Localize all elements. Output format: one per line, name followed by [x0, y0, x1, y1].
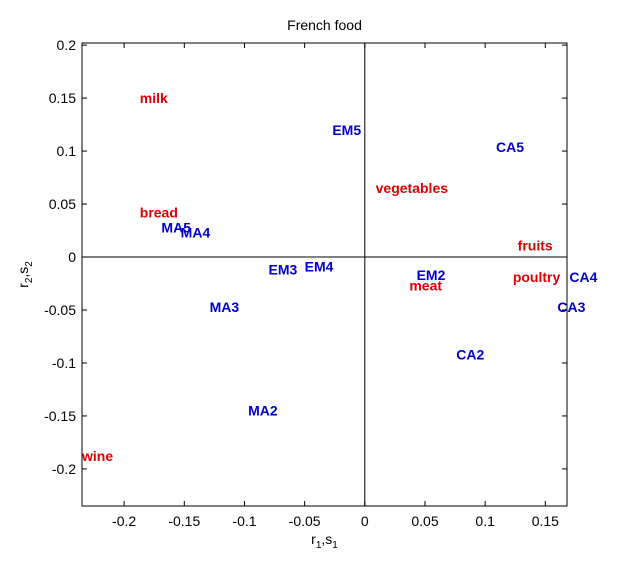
point-label-em4: EM4	[305, 259, 334, 275]
point-label-em3: EM3	[269, 262, 298, 278]
point-label-wine: wine	[81, 448, 113, 464]
x-tick-label: -0.15	[168, 513, 200, 529]
y-tick-label: -0.15	[44, 408, 76, 424]
x-axis-title-s-sub: 1	[332, 540, 338, 551]
point-label-milk: milk	[140, 90, 168, 106]
point-label-bread: bread	[140, 205, 178, 221]
y-axis-title: r2,s2	[15, 261, 35, 288]
point-label-em2: EM2	[417, 267, 446, 283]
point-labels: milk vegetables bread fruits poultry meat wine…	[81, 90, 598, 464]
x-tick-label: -0.1	[232, 513, 256, 529]
x-axis: -0.2 -0.15 -0.1 -0.05 0 0.05 0.1 0.15	[112, 43, 559, 529]
y-tick-label: 0	[68, 249, 76, 265]
chart-title: French food	[287, 17, 362, 33]
x-axis-title: r1,s1	[311, 531, 338, 551]
point-label-vegetables: vegetables	[376, 180, 449, 196]
point-label-ma4: MA4	[181, 225, 211, 241]
point-label-ma2: MA2	[248, 403, 278, 419]
x-tick-label: 0.05	[411, 513, 438, 529]
point-label-fruits: fruits	[518, 237, 553, 253]
x-axis-title-sep: ,	[321, 531, 325, 547]
point-label-ma5: MA5	[161, 219, 191, 235]
x-tick-label: -0.2	[112, 513, 136, 529]
x-axis-title-s: s	[325, 531, 332, 547]
point-label-ca3: CA3	[557, 299, 585, 315]
x-tick-label: 0.1	[475, 513, 495, 529]
y-axis: 0.2 0.15 0.1 0.05 0 -0.05 -0.1 -0.15 -0.2	[44, 37, 567, 477]
x-axis-title-r-sub: 1	[316, 540, 322, 551]
y-tick-label: -0.1	[52, 355, 76, 371]
point-label-ma3: MA3	[210, 299, 240, 315]
point-label-em5: EM5	[332, 122, 361, 138]
x-tick-label: -0.05	[289, 513, 321, 529]
y-axis-title-r: r	[15, 283, 31, 288]
point-label-ca2: CA2	[456, 346, 484, 362]
y-axis-title-s: s	[15, 267, 31, 274]
y-tick-label: -0.05	[44, 302, 76, 318]
y-tick-label: 0.05	[49, 196, 76, 212]
reference-lines	[82, 43, 567, 506]
y-axis-title-s-sub: 2	[24, 261, 35, 267]
y-tick-label: 0.15	[49, 90, 76, 106]
x-tick-label: 0.15	[532, 513, 559, 529]
x-tick-label: 0	[361, 513, 369, 529]
y-axis-title-r-sub: 2	[24, 277, 35, 283]
point-label-poultry: poultry	[513, 269, 561, 285]
y-tick-label: -0.2	[52, 461, 76, 477]
x-axis-title-r: r	[311, 531, 316, 547]
plot-area	[81, 42, 568, 507]
point-label-ca4: CA4	[569, 269, 597, 285]
point-label-meat: meat	[409, 278, 442, 294]
y-axis-title-sep: ,	[15, 274, 31, 278]
y-tick-label: 0.2	[57, 37, 77, 53]
point-label-ca5: CA5	[496, 139, 524, 155]
y-tick-label: 0.1	[57, 143, 77, 159]
